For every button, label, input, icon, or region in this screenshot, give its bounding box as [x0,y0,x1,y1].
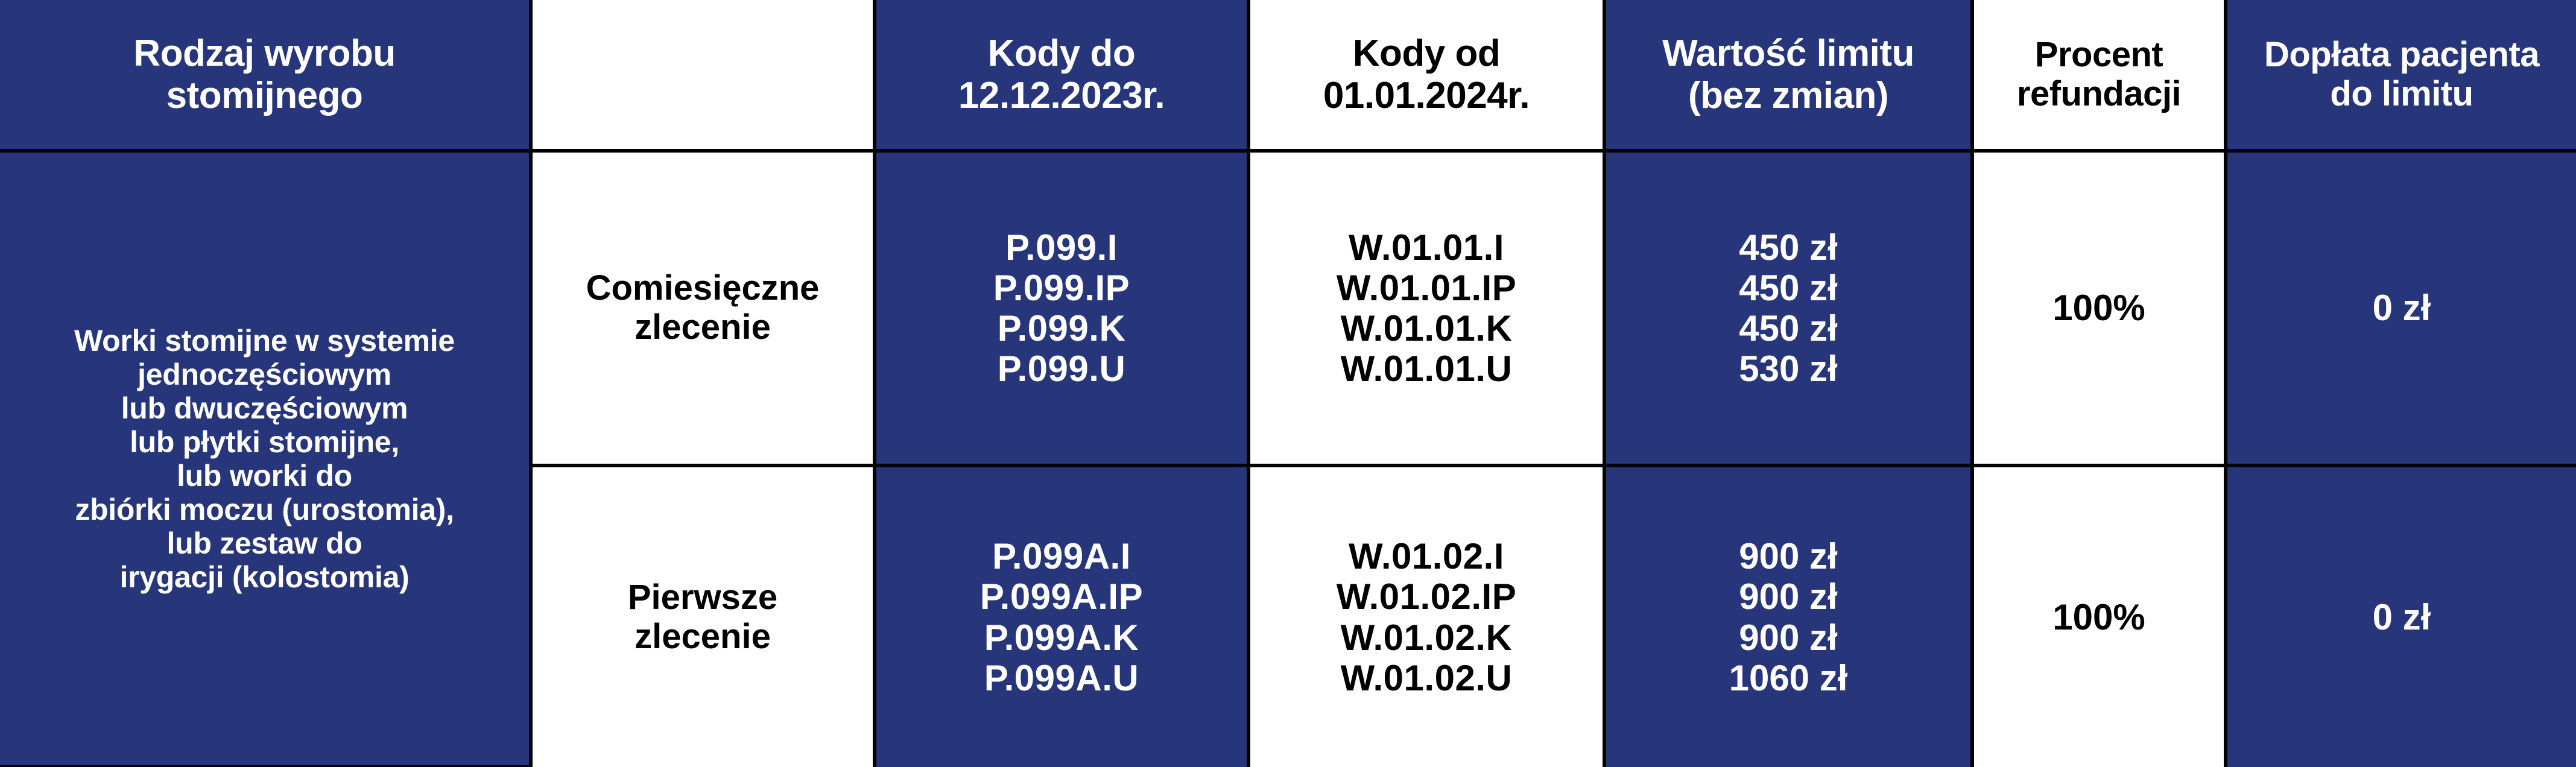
header-patient-copay: Dopłata pacjenta do limitu [2224,0,2576,153]
header-product-type-line1: Rodzaj wyrobu [133,33,396,75]
codes-new-cell: W.01.02.I W.01.02.IP W.01.02.K W.01.02.U [1247,464,1606,767]
codes-old-cell: P.099.I P.099.IP P.099.K P.099.U [873,149,1250,467]
limit-value-item: 450 zł [1739,308,1838,349]
product-description-line: lub worki do [177,459,352,493]
header-codes-new-line1: Kody od [1352,33,1501,75]
header-refund-percent-line1: Procent [2034,34,2163,74]
order-type-cell-monthly: Comiesięczne zlecenie [529,149,876,467]
header-limit-value-line2: (bez zmian) [1688,74,1889,116]
code-new-item: W.01.02.K [1340,617,1513,658]
limit-value-item: 900 zł [1739,617,1838,658]
header-order-type-empty [529,0,876,153]
patient-copay-cell: 0 zł [2224,149,2576,467]
code-new-item: W.01.02.IP [1336,576,1517,617]
code-new-item: W.01.02.U [1340,657,1513,698]
code-old-item: P.099.K [997,308,1126,349]
patient-copay-cell: 0 zł [2224,464,2576,767]
header-patient-copay-line2: do limitu [2330,74,2473,113]
header-codes-new: Kody od 01.01.2024r. [1247,0,1606,153]
table-row: Pierwsze zlecenie P.099A.I P.099A.IP P.0… [0,464,2576,767]
product-description-line: zbiórki moczu (urostomia), [75,493,454,526]
codes-new-cell: W.01.01.I W.01.01.IP W.01.01.K W.01.01.U [1247,149,1606,467]
header-limit-value-line1: Wartość limitu [1662,33,1914,75]
product-description-line: lub płytki stomijne, [130,425,399,459]
header-codes-old: Kody do 12.12.2023r. [873,0,1250,153]
code-old-item: P.099.U [997,349,1126,390]
order-type-line2: zlecenie [635,616,771,656]
code-new-item: W.01.01.I [1349,227,1504,268]
table-row: Worki stomijne w systemie jednoczęściowy… [0,149,2576,767]
code-old-item: P.099.I [1005,227,1118,268]
header-codes-old-line1: Kody do [987,33,1136,75]
limit-value-item: 900 zł [1739,536,1838,577]
order-type-cell-first: Pierwsze zlecenie [531,464,876,767]
limit-value-item: 1060 zł [1729,657,1848,698]
code-old-item: P.099A.K [984,617,1139,658]
product-description-cell: Worki stomijne w systemie jednoczęściowy… [0,149,533,767]
code-old-item: P.099A.U [984,657,1139,698]
codes-old-cell: P.099A.I P.099A.IP P.099A.K P.099A.U [873,464,1250,767]
limit-value-cell: 900 zł 900 zł 900 zł 1060 zł [1603,464,1974,767]
header-refund-percent: Procent refundacji [1970,0,2227,153]
code-new-item: W.01.01.U [1340,349,1513,390]
code-old-item: P.099.IP [993,267,1130,308]
code-new-item: W.01.02.I [1349,536,1504,577]
header-limit-value: Wartość limitu (bez zmian) [1603,0,1974,153]
product-description-line: lub dwuczęściowym [121,391,408,425]
limit-value-cell: 450 zł 450 zł 450 zł 530 zł [1603,149,1974,467]
limit-value-item: 450 zł [1739,267,1838,308]
limit-value-item: 900 zł [1739,576,1838,617]
product-description-line: irygacji (kolostomia) [119,560,410,594]
header-codes-new-line2: 01.01.2024r. [1323,74,1530,116]
order-type-line2: zlecenie [635,308,771,347]
product-description-line: lub zestaw do [166,526,362,560]
header-patient-copay-line1: Dopłata pacjenta [2264,34,2540,74]
header-product-type-line2: stomijnego [166,74,363,116]
limit-value-item: 530 zł [1739,349,1838,390]
code-old-item: P.099A.I [992,536,1131,577]
refund-percent-cell: 100% [1970,149,2227,467]
table-header-row: Rodzaj wyrobu stomijnego Kody do 12.12.2… [0,0,2576,153]
header-refund-percent-line2: refundacji [2016,74,2182,113]
refund-percent-cell: 100% [1970,464,2227,767]
code-new-item: W.01.01.K [1340,308,1513,349]
code-old-item: P.099A.IP [979,576,1144,617]
order-type-line1: Pierwsze [627,577,778,617]
limit-value-item: 450 zł [1739,227,1838,268]
code-new-item: W.01.01.IP [1336,267,1517,308]
header-codes-old-line2: 12.12.2023r. [958,74,1165,116]
order-type-line1: Comiesięczne [586,268,820,308]
product-description-line: jednoczęściowym [138,358,391,391]
header-product-type: Rodzaj wyrobu stomijnego [0,0,533,153]
product-description-line: Worki stomijne w systemie [74,324,455,358]
